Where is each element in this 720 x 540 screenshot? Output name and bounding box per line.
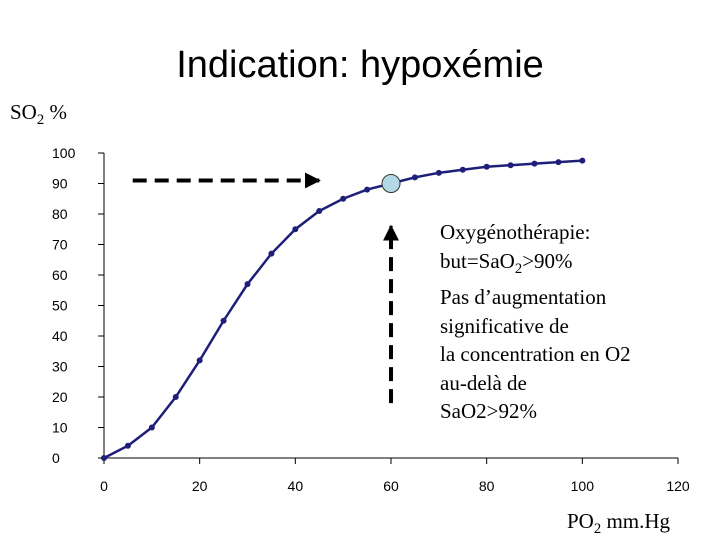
x-axis-label-sub: 2 [593,521,602,538]
chart-arrows [132,172,399,404]
chart-title: Indication: hypoxémie [176,44,544,86]
x-tick-label: 120 [666,478,690,494]
y-tick-label: 20 [52,389,68,405]
y-tick-label: 60 [52,267,68,283]
x-tick-label: 20 [192,478,208,494]
annotation-line-3: Pas d’augmentation [440,285,607,310]
data-point [101,455,107,461]
x-tick-label: 60 [383,478,399,494]
chart-axes: 0 10 20 30 40 50 60 70 80 90 100 0 20 40 60 80 100 120 [52,145,690,494]
data-point [435,169,442,176]
annotation-line-2-sub: 2 [514,260,523,277]
y-tick-label: 10 [52,420,68,436]
data-point [507,162,514,169]
data-point [316,207,323,214]
data-point [531,160,538,167]
y-tick-label: 50 [52,298,68,314]
data-point [292,226,299,233]
annotation-line-2: but=SaO2>90% [440,247,631,284]
data-point [244,281,251,288]
data-point [459,166,466,173]
data-point [555,159,562,166]
x-tick-label: 0 [100,478,108,494]
x-axis-label: PO2 mm.Hg [567,509,670,538]
y-axis-label: SO2 % [10,100,67,129]
annotation-line-1: Oxygénothérapie: [440,220,591,244]
annotation-text: Oxygénothérapie: but=SaO2>90% Pas d’augm… [440,218,631,426]
y-axis-label-sub: 2 [36,112,45,129]
data-point [268,250,275,257]
data-point [364,186,371,193]
y-tick-label: 80 [52,206,68,222]
y-tick-label: 0 [52,450,60,466]
x-tick-label: 40 [288,478,304,494]
data-point [483,163,490,170]
data-point [340,195,347,202]
y-tick-label: 40 [52,328,68,344]
annotation-line-2-suffix: >90% [522,248,573,273]
x-axis-label-main: PO [567,509,594,533]
x-axis-label-suffix: mm.Hg [601,509,671,533]
x-tick-label: 80 [479,478,495,494]
data-point [411,174,418,181]
data-point [148,424,155,431]
annotation-line-2-main: but=SaO [440,248,515,273]
annotation-line-4: significative de [440,313,569,338]
y-tick-label: 90 [52,176,68,192]
y-tick-label: 70 [52,237,68,253]
data-point [579,157,586,164]
data-point [220,317,227,324]
y-tick-label: 30 [52,359,68,375]
chart-curve-layer [101,157,586,461]
x-tick-label: 100 [571,478,595,494]
y-axis-label-main: SO [10,100,37,124]
y-tick-label: 100 [52,145,76,161]
annotation-line-7: SaO2>92% [440,399,538,424]
y-axis-label-suffix: % [44,100,67,124]
data-point [196,357,203,364]
annotation-line-6: au-delà de [440,370,527,395]
data-point [124,442,131,449]
data-point [172,394,179,400]
annotation-line-5: la concentration en O2 [440,342,631,367]
highlight-point [381,174,401,193]
